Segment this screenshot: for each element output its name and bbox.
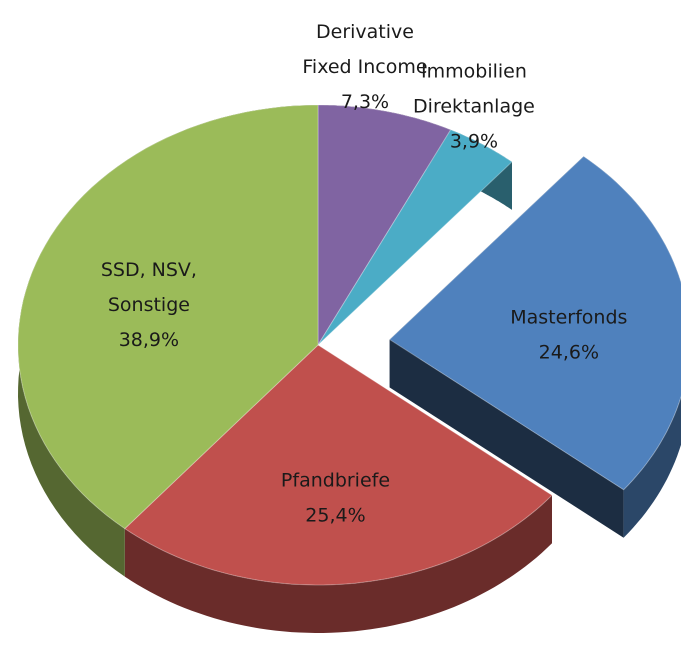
slice-label: SSD, NSV, <box>101 259 197 281</box>
slice-label: Masterfonds <box>510 307 627 329</box>
slice <box>388 155 681 491</box>
slice-label: Immobilien <box>421 60 527 82</box>
value-label: 3,9% <box>450 130 498 152</box>
slice-label: Pfandbriefe <box>281 469 390 491</box>
slice-wall <box>389 339 624 538</box>
value-label: 7,3% <box>341 91 389 113</box>
value-label: 25,4% <box>305 504 365 526</box>
slice-label: Fixed Income <box>302 56 427 78</box>
slice <box>17 104 319 530</box>
slice <box>317 129 513 346</box>
slice <box>317 104 452 347</box>
slice-side <box>124 495 553 633</box>
value-label: 24,6% <box>539 342 599 364</box>
slice <box>123 344 553 586</box>
value-label: 38,9% <box>119 329 179 351</box>
slice-label: Direktanlage <box>413 95 535 117</box>
slice-label: Sonstige <box>108 294 190 316</box>
slice-label: Derivative <box>316 21 414 43</box>
